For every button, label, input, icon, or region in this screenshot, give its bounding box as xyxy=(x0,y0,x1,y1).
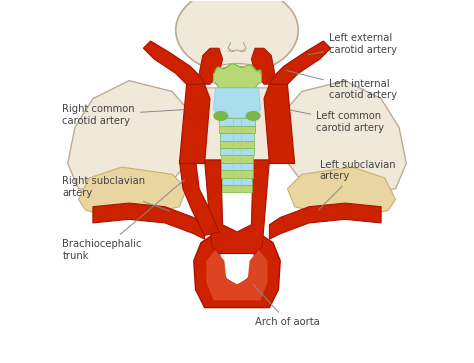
Polygon shape xyxy=(199,48,223,84)
Polygon shape xyxy=(222,178,252,185)
Polygon shape xyxy=(222,185,252,192)
Text: Left subclavian
artery: Left subclavian artery xyxy=(318,160,395,210)
Polygon shape xyxy=(143,41,205,84)
Polygon shape xyxy=(251,48,275,84)
Ellipse shape xyxy=(246,111,260,120)
Polygon shape xyxy=(220,140,254,148)
Polygon shape xyxy=(221,170,253,178)
Text: Right common
carotid artery: Right common carotid artery xyxy=(62,104,184,126)
Text: Left internal
carotid artery: Left internal carotid artery xyxy=(286,70,397,101)
Polygon shape xyxy=(280,81,406,196)
Polygon shape xyxy=(179,160,219,236)
Text: Right subclavian
artery: Right subclavian artery xyxy=(62,176,170,211)
Polygon shape xyxy=(220,148,254,155)
Text: Left common
carotid artery: Left common carotid artery xyxy=(290,110,384,133)
Text: Left external
carotid artery: Left external carotid artery xyxy=(308,33,397,55)
Polygon shape xyxy=(214,66,260,88)
Polygon shape xyxy=(219,118,255,126)
Polygon shape xyxy=(220,133,254,140)
Polygon shape xyxy=(205,160,269,253)
Polygon shape xyxy=(206,250,268,300)
Ellipse shape xyxy=(206,64,268,87)
Polygon shape xyxy=(93,203,205,239)
Polygon shape xyxy=(179,84,210,163)
Polygon shape xyxy=(68,81,194,196)
Text: Brachiocephalic
trunk: Brachiocephalic trunk xyxy=(62,180,184,261)
Polygon shape xyxy=(221,155,253,163)
Polygon shape xyxy=(269,203,381,239)
Polygon shape xyxy=(264,84,295,163)
Polygon shape xyxy=(187,88,287,163)
Polygon shape xyxy=(269,41,331,84)
Polygon shape xyxy=(287,167,395,217)
Polygon shape xyxy=(221,163,253,170)
Ellipse shape xyxy=(214,111,228,120)
Polygon shape xyxy=(79,167,187,217)
Text: Arch of aorta: Arch of aorta xyxy=(253,285,320,327)
Polygon shape xyxy=(194,236,280,307)
Polygon shape xyxy=(214,88,260,118)
Polygon shape xyxy=(219,126,255,133)
Ellipse shape xyxy=(176,0,298,73)
